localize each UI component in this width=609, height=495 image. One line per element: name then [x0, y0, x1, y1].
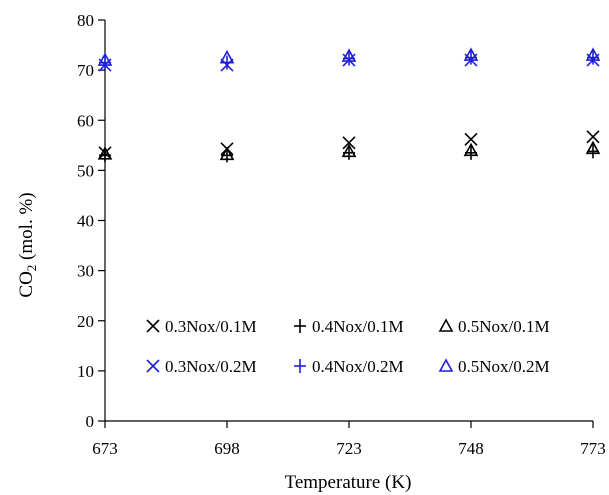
marker-stroke	[342, 136, 356, 150]
marker-stroke	[219, 49, 235, 64]
marker-stroke	[438, 358, 454, 372]
data-point	[97, 52, 113, 66]
data-point	[586, 130, 600, 144]
marker-stroke	[97, 146, 113, 160]
legend-label: 0.4Nox/0.1M	[312, 317, 404, 336]
data-point	[341, 48, 357, 62]
marker-stroke	[438, 318, 454, 332]
y-tick-label: 70	[77, 61, 94, 80]
data-point	[97, 146, 113, 160]
marker-stroke	[341, 48, 357, 62]
y-axis-ticks: 0 10 20 30 40 50 60 70 80	[77, 11, 105, 431]
x-axis-ticks: 673 698 723 748 773	[92, 421, 606, 458]
marker-stroke	[146, 319, 160, 333]
y-tick-label: 60	[77, 111, 94, 130]
legend-marker	[146, 359, 160, 373]
data-point	[342, 136, 356, 150]
y-tick-label: 0	[86, 412, 95, 431]
legend-label: 0.4Nox/0.2M	[312, 357, 404, 376]
data-point	[585, 47, 601, 61]
x-tick-label: 748	[458, 439, 484, 458]
x-tick-label: 723	[336, 439, 362, 458]
marker-stroke	[585, 47, 601, 61]
y-tick-label: 20	[77, 312, 94, 331]
marker-stroke	[146, 359, 160, 373]
marker-stroke	[463, 142, 479, 157]
legend-label: 0.5Nox/0.1M	[458, 317, 550, 336]
x-tick-label: 773	[580, 439, 606, 458]
marker-stroke	[341, 143, 357, 158]
marker-stroke	[464, 132, 478, 146]
data-point	[464, 132, 478, 146]
marker-stroke	[97, 52, 113, 66]
data-point	[463, 47, 479, 61]
data-point	[341, 143, 357, 158]
marker-stroke	[586, 130, 600, 144]
legend-marker	[146, 319, 160, 333]
data-point	[463, 142, 479, 157]
y-axis-title: CO2 (mol. %)	[16, 192, 39, 297]
data-point	[587, 144, 599, 159]
data-point	[585, 140, 601, 155]
y-tick-label: 80	[77, 11, 94, 30]
y-tick-label: 50	[77, 161, 94, 180]
y-tick-label: 40	[77, 212, 94, 231]
legend-label: 0.3Nox/0.2M	[165, 357, 257, 376]
marker-stroke	[585, 140, 601, 155]
data-point	[219, 49, 235, 64]
legend-marker	[294, 319, 306, 333]
legend-label: 0.3Nox/0.1M	[165, 317, 257, 336]
legend-marker	[438, 318, 454, 332]
data-points	[97, 47, 601, 163]
marker-stroke	[463, 47, 479, 61]
y-tick-label: 10	[77, 362, 94, 381]
data-point	[219, 146, 235, 161]
legend-marker	[438, 358, 454, 372]
x-axis-title: Temperature (K)	[285, 472, 412, 493]
legend-marker	[294, 359, 306, 373]
legend: 0.3Nox/0.1M 0.4Nox/0.1M 0.5Nox/0.1M 0.3Nox/…	[146, 317, 550, 376]
x-tick-label: 698	[214, 439, 240, 458]
y-tick-label: 30	[77, 262, 94, 281]
marker-stroke	[219, 146, 235, 161]
legend-label: 0.5Nox/0.2M	[458, 357, 550, 376]
x-tick-label: 673	[92, 439, 118, 458]
